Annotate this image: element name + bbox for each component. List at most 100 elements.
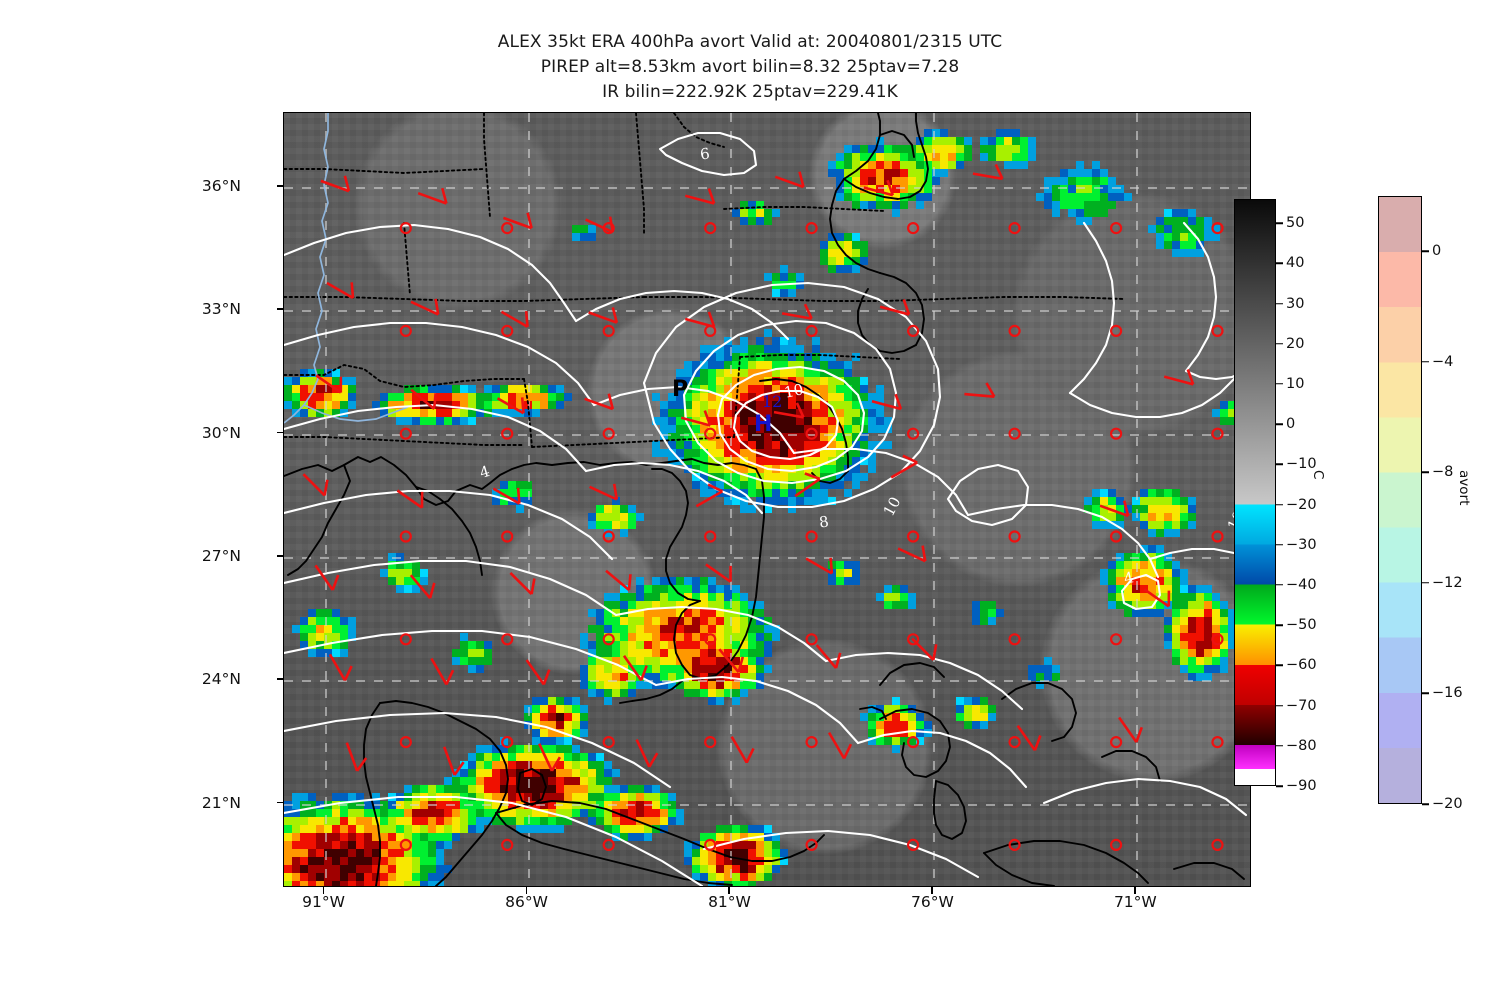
- map-panel[interactable]: 6 10 4 8 10 4 10 P 12 H: [283, 112, 1251, 887]
- station-marker: [602, 427, 615, 440]
- station-marker: [399, 221, 412, 235]
- lon-tickmark: [931, 887, 933, 894]
- ir-tickmark: [1276, 463, 1283, 466]
- station-marker: [399, 633, 412, 646]
- wind-barb: [302, 473, 329, 497]
- station-marker: [602, 735, 615, 749]
- station-marker: [399, 530, 412, 543]
- ir-tickmark: [1276, 584, 1283, 586]
- ir-tick--70: −70: [1286, 697, 1317, 714]
- station-marker: [1211, 838, 1224, 852]
- wind-barb: [911, 637, 938, 661]
- wind-barb: [538, 743, 562, 772]
- lat-tickmark: [277, 555, 284, 557]
- station-marker: [501, 735, 514, 749]
- ir-tick--50: −50: [1286, 617, 1317, 634]
- avort-tickmark: [1422, 361, 1429, 363]
- ir-tick--20: −20: [1286, 496, 1317, 513]
- station-marker: [906, 530, 920, 543]
- wind-barb: [589, 483, 619, 501]
- wind-barb: [410, 298, 440, 316]
- ir-tick--60: −60: [1286, 657, 1317, 674]
- wind-barb: [396, 489, 424, 509]
- ir-tick-10: 10: [1286, 375, 1305, 392]
- wind-barb: [409, 574, 436, 600]
- lon-tick-81°W: 81°W: [708, 893, 751, 911]
- station-marker: [1008, 221, 1021, 235]
- station-marker: [704, 735, 717, 749]
- wind-barb: [588, 307, 619, 324]
- station-marker: [805, 427, 818, 440]
- station-marker: [1109, 427, 1123, 440]
- contour-label-8: 8: [818, 512, 830, 531]
- wind-barb: [1163, 369, 1195, 386]
- lat-tick-36°N: 36°N: [201, 177, 241, 195]
- wind-barb: [584, 393, 615, 411]
- station-marker: [1211, 221, 1224, 235]
- lat-tick-27°N: 27°N: [201, 547, 241, 566]
- avort-tick--12: −12: [1432, 574, 1463, 591]
- ir-tick-0: 0: [1286, 416, 1296, 433]
- wind-barb: [774, 171, 805, 189]
- lat-tick-24°N: 24°N: [201, 670, 241, 689]
- wind-barb: [827, 731, 853, 760]
- wind-barb: [410, 388, 437, 410]
- ir-tickmark: [1276, 745, 1283, 747]
- wind-barb: [525, 659, 551, 686]
- station-marker: [805, 530, 818, 543]
- lat-tick-21°N: 21°N: [201, 793, 241, 812]
- lon-tick-76°W: 76°W: [911, 893, 954, 911]
- station-marker: [1109, 221, 1123, 235]
- lon-tickmark: [525, 887, 528, 894]
- wind-barb: [773, 402, 805, 419]
- lon-tickmark: [322, 887, 325, 894]
- graticule-line: [933, 113, 936, 886]
- wind-barb: [417, 187, 448, 205]
- ir-tick-40: 40: [1286, 255, 1305, 272]
- lat-tickmark: [277, 801, 284, 804]
- station-marker: [805, 838, 818, 852]
- station-marker: [1008, 838, 1021, 852]
- ir-tickmark: [1276, 342, 1283, 345]
- lon-tick-91°W: 91°W: [302, 893, 345, 911]
- contour-labels: 6 10 4 8 10 4 10: [478, 144, 1249, 587]
- ir-tickmark: [1276, 544, 1283, 546]
- graticule-line: [284, 803, 1250, 806]
- contour-label-10a: 10: [783, 380, 805, 402]
- storm-center-marker: H: [754, 412, 772, 437]
- station-marker: [1211, 324, 1224, 337]
- ir-tickmark: [1276, 664, 1283, 667]
- ir-cloud-cells: [284, 129, 1250, 886]
- station-marker: [1109, 838, 1123, 852]
- ir-tick--10: −10: [1286, 456, 1317, 473]
- wind-barb: [326, 281, 355, 300]
- ir-colorbar-label: C: [1310, 470, 1326, 480]
- lat-tickmark: [277, 678, 284, 680]
- map-canvas: 6 10 4 8 10 4 10 P 12 H: [284, 113, 1250, 886]
- station-marker: [1211, 735, 1224, 749]
- avort-colorbar[interactable]: [1378, 196, 1422, 804]
- lat-tick-30°N: 30°N: [201, 423, 241, 442]
- page-title: ALEX 35kt ERA 400hPa avort Valid at: 200…: [0, 30, 1500, 105]
- graticule-line: [730, 113, 733, 886]
- ir-tick-30: 30: [1286, 295, 1305, 312]
- avort-tick-0: 0: [1432, 243, 1442, 260]
- map-overlays: 6 10 4 8 10 4 10 P 12 H: [284, 113, 1250, 886]
- station-marker: [602, 324, 615, 337]
- ir-temperature-colorbar[interactable]: [1234, 199, 1276, 786]
- ir-tickmark: [1276, 503, 1283, 506]
- station-marker: [1109, 530, 1123, 543]
- title-line-2: PIREP alt=8.53km avort bilin=8.32 25ptav…: [540, 57, 960, 77]
- station-marker: [906, 427, 920, 440]
- wind-barb: [500, 310, 529, 328]
- wind-barb: [320, 175, 351, 193]
- wind-barb: [815, 644, 842, 669]
- station-marker: [805, 221, 818, 235]
- lon-tickmark: [728, 887, 731, 894]
- wind-barb: [805, 557, 834, 575]
- ir-tick--40: −40: [1286, 576, 1317, 593]
- wind-barb: [1016, 724, 1042, 752]
- station-marker: [704, 838, 717, 852]
- wind-barb: [314, 564, 340, 591]
- avort-tickmark: [1422, 803, 1429, 805]
